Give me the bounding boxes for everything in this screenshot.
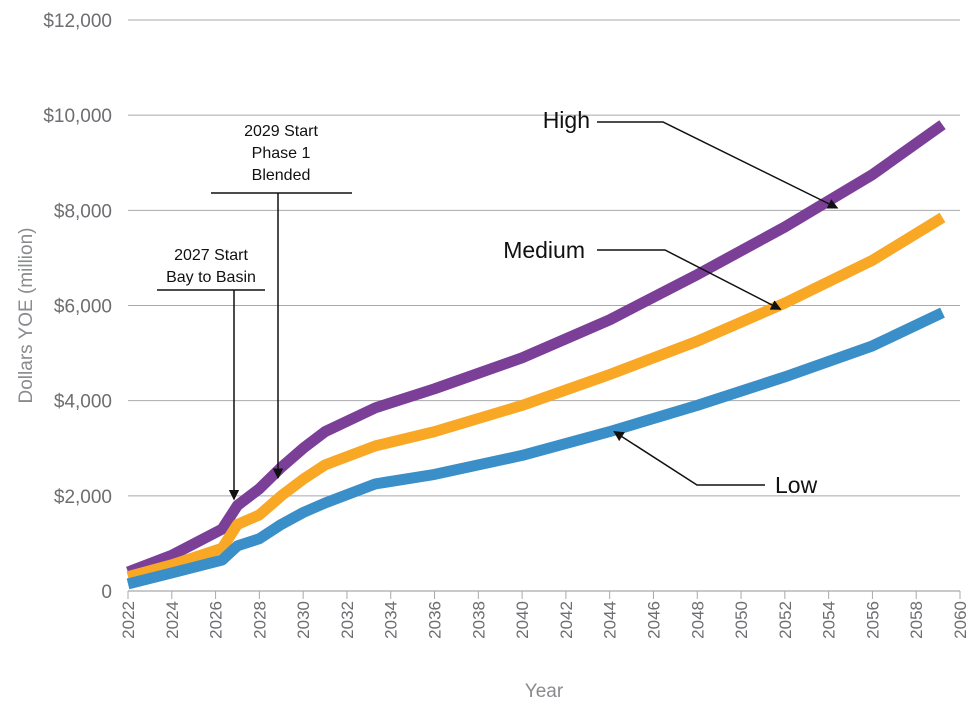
annotation-text: 2027 Start — [174, 247, 248, 264]
series-label-low: Low — [775, 472, 818, 498]
x-tick-label: 2042 — [557, 601, 576, 639]
series-line-medium — [126, 212, 946, 583]
y-axis-title: Dollars YOE (million) — [16, 228, 37, 404]
series-labels: High Medium Low — [503, 107, 839, 498]
x-tick-label: 2026 — [207, 601, 226, 639]
annotations: 2027 Start Bay to Basin 2029 Start Phase 1 B… — [157, 123, 352, 501]
x-tick-label: 2056 — [863, 601, 882, 639]
x-tick-label: 2054 — [820, 601, 839, 639]
x-tick-label: 2034 — [382, 601, 401, 639]
x-tick-label: 2024 — [163, 601, 182, 639]
x-tick-label: 2040 — [513, 601, 532, 639]
x-tick-label: 2038 — [469, 601, 488, 639]
x-tick-label: 2028 — [250, 601, 269, 639]
annotation-text: 2029 Start — [244, 123, 318, 140]
y-tick-label: $12,000 — [43, 11, 112, 32]
x-tick-label: 2058 — [907, 601, 926, 639]
y-tick-label: $2,000 — [54, 487, 112, 508]
y-tick-label: $6,000 — [54, 297, 112, 318]
x-tick-label: 2052 — [776, 601, 795, 639]
series-label-arrow-high — [597, 121, 839, 209]
y-tick-label: 0 — [101, 582, 112, 603]
y-tick-label: $4,000 — [54, 392, 112, 413]
x-tick-label: 2036 — [426, 601, 445, 639]
y-tick-label: $8,000 — [54, 201, 112, 222]
series-label-high: High — [543, 107, 590, 133]
y-axis-ticks: 0 $2,000 $4,000 $6,000 $8,000 $10,000 $12,000 — [43, 11, 112, 603]
series-line-high — [126, 120, 946, 578]
grid-lines — [128, 19, 960, 497]
x-axis-title: Year — [525, 681, 564, 702]
series-lines — [126, 120, 946, 590]
series-line-low — [126, 307, 945, 590]
y-tick-label: $10,000 — [43, 106, 112, 127]
x-tick-label: 2022 — [119, 601, 138, 639]
x-tick-label: 2030 — [294, 601, 313, 639]
annotation-text: Bay to Basin — [166, 269, 256, 286]
x-tick-label: 2032 — [338, 601, 357, 639]
series-label-arrow-medium — [597, 249, 782, 310]
x-tick-label: 2046 — [644, 601, 663, 639]
x-tick-label: 2060 — [951, 601, 969, 639]
annotation-text: Phase 1 — [252, 145, 311, 162]
x-axis-ticks: 2022 2024 2026 2028 2030 2032 2034 2036 2038 2040… — [119, 591, 969, 639]
series-label-medium: Medium — [503, 237, 585, 263]
annotation-text: Blended — [252, 167, 311, 184]
series-label-arrow-low — [613, 430, 765, 486]
x-tick-label: 2050 — [732, 601, 751, 639]
x-tick-label: 2048 — [688, 601, 707, 639]
x-tick-label: 2044 — [601, 601, 620, 639]
